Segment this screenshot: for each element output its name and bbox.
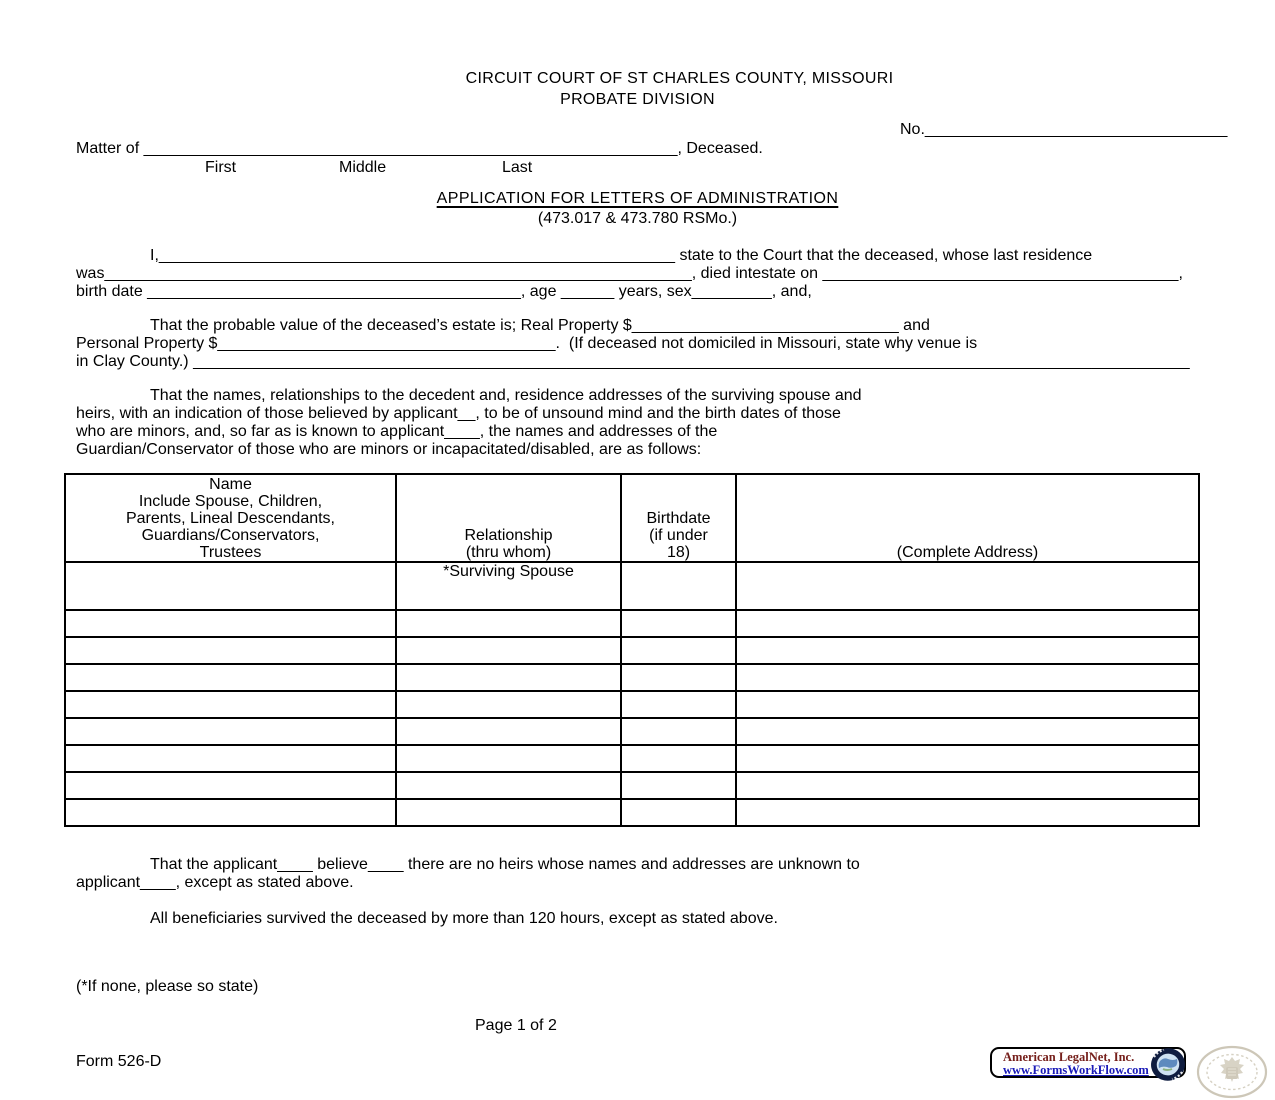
paragraph-line: That the names, relationships to the dec… <box>150 387 862 404</box>
heirs-table-cell <box>620 609 737 638</box>
heirs-table-cell <box>620 561 737 611</box>
heirs-table-cell <box>735 690 1200 719</box>
paragraph-line: That the applicant____ believe____ there… <box>150 856 860 873</box>
heirs-description-paragraph: That the names, relationships to the dec… <box>76 387 862 459</box>
heirs-table-empty-row <box>64 609 1200 638</box>
beneficiaries-paragraph: All beneficiaries survived the deceased … <box>76 910 778 928</box>
heirs-table-empty-row <box>64 771 1200 800</box>
column-header-birthdate: Birthdate (if under 18) <box>620 473 737 563</box>
paragraph-line: birth date _____________________________… <box>76 283 812 300</box>
paragraph-line: I,______________________________________… <box>150 247 1093 264</box>
if-none-footnote: (*If none, please so state) <box>76 978 259 995</box>
legalnet-company-name: American LegalNet, Inc. <box>1003 1050 1135 1064</box>
deceased-suffix: , Deceased. <box>677 140 763 157</box>
heirs-table-empty-row <box>64 744 1200 773</box>
heirs-table-cell <box>735 744 1200 773</box>
heirs-table-cell <box>395 798 622 827</box>
heirs-table-header-row: Name Include Spouse, Children, Parents, … <box>64 473 1200 563</box>
heirs-table-cell <box>64 636 397 665</box>
heirs-table-cell <box>735 717 1200 746</box>
applicant-statement-paragraph: I,______________________________________… <box>76 247 1183 301</box>
no-unknown-heirs-paragraph: That the applicant____ believe____ there… <box>76 856 860 892</box>
paragraph-line: was_____________________________________… <box>76 265 1183 282</box>
heirs-table-cell <box>735 609 1200 638</box>
heirs-table-cell <box>64 771 397 800</box>
case-number-blank: __________________________________ <box>924 121 1228 138</box>
heirs-table-cell <box>620 798 737 827</box>
heirs-table-empty-row <box>64 663 1200 692</box>
heirs-table-cell <box>64 690 397 719</box>
heirs-table-cell <box>735 771 1200 800</box>
heirs-table-cell <box>395 636 622 665</box>
heirs-table-empty-row <box>64 636 1200 665</box>
heirs-table-cell <box>395 744 622 773</box>
heirs-table-cell <box>64 609 397 638</box>
heirs-table-cell <box>735 561 1200 611</box>
court-name: CIRCUIT COURT OF ST CHARLES COUNTY, MISS… <box>465 70 894 87</box>
heirs-table-cell <box>620 744 737 773</box>
heirs-table-spouse-row: *Surviving Spouse <box>64 561 1200 611</box>
heirs-table-empty-row <box>64 690 1200 719</box>
heirs-table-cell <box>64 744 397 773</box>
heirs-table-body: Name Include Spouse, Children, Parents, … <box>64 473 1200 827</box>
court-header: CIRCUIT COURT OF ST CHARLES COUNTY, MISS… <box>0 68 1275 110</box>
form-number: Form 526-D <box>76 1053 162 1070</box>
paragraph-line: All beneficiaries survived the deceased … <box>150 910 778 927</box>
heirs-table-cell <box>620 663 737 692</box>
paragraph-line: in Clay County.) _______________________… <box>76 353 1190 370</box>
case-number-line: No.__________________________________ <box>900 121 1227 139</box>
paragraph-line: who are minors, and, so far as is known … <box>76 423 718 440</box>
heirs-table-cell <box>395 771 622 800</box>
column-header-address: (Complete Address) <box>735 473 1200 563</box>
formsworkflow-link[interactable]: www.FormsWorkFlow.com <box>1003 1063 1149 1077</box>
surviving-spouse-note: *Surviving Spouse <box>395 561 622 611</box>
heirs-table-cell <box>620 690 737 719</box>
heirs-table-cell <box>735 798 1200 827</box>
heirs-table-cell <box>395 609 622 638</box>
estate-value-paragraph: That the probable value of the deceased’… <box>76 317 1190 371</box>
case-number-label: No. <box>900 121 925 138</box>
heirs-table-cell <box>620 717 737 746</box>
paragraph-line: Guardian/Conservator of those who are mi… <box>76 441 702 458</box>
court-seal-watermark <box>1196 1045 1268 1100</box>
page-indicator: Page 1 of 2 <box>475 1017 557 1034</box>
name-label-middle: Middle <box>339 159 387 176</box>
heirs-table-empty-row <box>64 717 1200 746</box>
heirs-table-cell <box>735 663 1200 692</box>
column-header-relationship: Relationship (thru whom) <box>395 473 622 563</box>
heirs-table-cell <box>395 663 622 692</box>
form-title: APPLICATION FOR LETTERS OF ADMINISTRATIO… <box>436 190 839 207</box>
heirs-table-cell <box>64 717 397 746</box>
name-label-last: Last <box>502 159 533 176</box>
heirs-table: Name Include Spouse, Children, Parents, … <box>64 473 1200 827</box>
heirs-table-cell <box>64 798 397 827</box>
heirs-table-cell <box>620 771 737 800</box>
decedent-name-blank: ________________________________________… <box>143 140 678 157</box>
heirs-table-cell <box>620 636 737 665</box>
name-label-first: First <box>205 159 237 176</box>
matter-of-label: Matter of <box>76 140 144 157</box>
paragraph-line: heirs, with an indication of those belie… <box>76 405 841 422</box>
paragraph-line: Personal Property $_____________________… <box>76 335 978 352</box>
heirs-table-cell <box>735 636 1200 665</box>
heirs-table-empty-row <box>64 798 1200 827</box>
heirs-table-cell <box>64 561 397 611</box>
heirs-table-cell <box>395 717 622 746</box>
division-name: PROBATE DIVISION <box>560 91 715 108</box>
column-header-name: Name Include Spouse, Children, Parents, … <box>64 473 397 563</box>
legalnet-branding-box: American LegalNet, Inc. www.FormsWorkFlo… <box>990 1047 1186 1081</box>
legalnet-globe-icon <box>1150 1047 1186 1087</box>
heirs-table-cell <box>395 690 622 719</box>
matter-of-line: Matter of ______________________________… <box>76 140 763 158</box>
footer-form-info: Form 526-D Revised 7/16/2007 <box>76 1017 209 1100</box>
statute-reference: (473.017 & 473.780 RSMo.) <box>537 210 738 227</box>
heirs-table-cell <box>64 663 397 692</box>
paragraph-line: applicant____, except as stated above. <box>76 874 354 891</box>
paragraph-line: That the probable value of the deceased’… <box>150 317 930 334</box>
